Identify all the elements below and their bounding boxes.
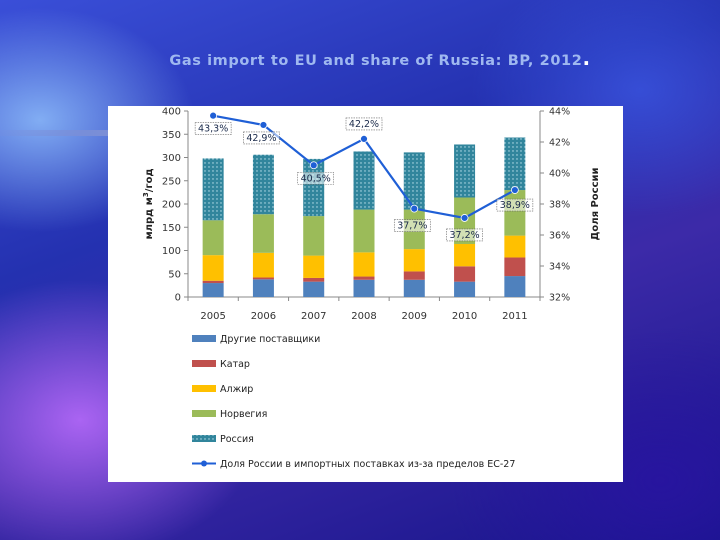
bar-segment	[252, 279, 274, 297]
bar-segment	[454, 243, 476, 267]
bar-segment	[202, 220, 224, 256]
bar-segment	[252, 154, 274, 215]
y2-tick-label: 36%	[549, 231, 570, 242]
bar-segment	[403, 279, 425, 297]
y2-tick-label: 38%	[549, 200, 570, 211]
bar-segment	[403, 271, 425, 280]
x-tick-label: 2011	[502, 311, 527, 322]
y-tick-label: 250	[162, 176, 181, 187]
x-tick-label: 2008	[351, 311, 376, 322]
y-tick-label: 50	[168, 269, 181, 280]
bar-segment	[353, 276, 375, 280]
x-tick-label: 2006	[251, 311, 276, 322]
slide-title-dot: .	[582, 46, 591, 70]
share-point	[360, 135, 368, 143]
share-point	[259, 121, 268, 129]
bar-segment	[202, 283, 224, 297]
share-data-label: 43,3%	[198, 124, 228, 135]
share-data-label: 42,2%	[349, 119, 379, 130]
gas-import-chart: 0 50 100 150 200 250 300 350 400 32% 34% 36% 38% 40% 4…	[142, 107, 601, 471]
share-point	[209, 111, 218, 120]
legend-entry: Алжир	[220, 384, 253, 395]
legend-entry: Другие поставщики	[220, 334, 320, 345]
legend-entry: Норвегия	[220, 409, 267, 420]
bar-segment	[504, 257, 526, 277]
y2-tick-label: 40%	[549, 169, 570, 180]
bar-segment	[454, 281, 476, 297]
legend-swatch	[192, 410, 216, 417]
share-data-label: 37,2%	[449, 230, 479, 241]
x-tick-label: 2007	[301, 311, 326, 322]
y2-axis-title: Доля России	[590, 167, 601, 240]
bar-segment	[303, 255, 325, 278]
share-data-label: 37,7%	[397, 221, 427, 232]
share-label-box	[194, 122, 232, 135]
share-data-label: 40,5%	[301, 173, 331, 184]
bar-segment	[504, 276, 526, 297]
accent-bar	[0, 130, 110, 136]
share-data-label: 38,9%	[500, 200, 530, 211]
bar-segment	[353, 279, 375, 297]
bar-segment	[504, 190, 526, 236]
bar-segment	[303, 277, 325, 282]
share-point	[510, 186, 519, 194]
y-tick-label: 0	[175, 293, 181, 304]
bar-segment	[252, 252, 274, 278]
share-label-box	[496, 198, 534, 212]
bar-segment	[353, 209, 375, 253]
slide-title-text: Gas import to EU and share of Russia: BP…	[169, 53, 583, 69]
bar-segment	[454, 144, 476, 198]
bar-segment	[504, 235, 526, 258]
legend-swatch	[192, 360, 216, 367]
y2-tick-label: 34%	[549, 262, 570, 273]
share-label-box	[243, 131, 280, 145]
bar-segment	[353, 151, 375, 210]
bar-segment	[454, 266, 476, 282]
legend-entry: Катар	[220, 359, 250, 370]
bar-segment	[403, 249, 425, 272]
share-data-label: 42,9%	[246, 133, 276, 144]
bar-segment	[202, 255, 224, 281]
y-tick-label: 200	[162, 200, 181, 211]
y2-tick-label: 44%	[549, 107, 570, 118]
chart-panel: 0 50 100 150 200 250 300 350 400 32% 34% 36% 38% 40% 4…	[108, 106, 623, 482]
bar-segment	[353, 252, 375, 277]
legend-swatch	[192, 435, 216, 442]
share-point	[309, 161, 318, 170]
share-label-box	[393, 219, 431, 232]
y-axis-title: млрд м3/год	[142, 168, 155, 239]
y-tick-label: 150	[162, 223, 181, 234]
legend-line-marker	[201, 460, 207, 467]
x-tick-label: 2010	[452, 311, 477, 322]
share-label-box	[446, 228, 483, 242]
y-tick-label: 100	[162, 246, 181, 257]
share-label-box	[297, 171, 335, 185]
share-label-box	[345, 117, 383, 131]
bar-segment	[202, 158, 224, 221]
bar-segment	[252, 277, 274, 280]
y2-tick-label: 32%	[549, 293, 570, 304]
bar-segment	[303, 216, 325, 256]
share-point	[460, 214, 469, 222]
legend-swatch	[192, 385, 216, 392]
x-tick-label: 2009	[402, 311, 427, 322]
bar-segment	[202, 280, 224, 284]
legend-entry: Россия	[220, 434, 254, 445]
legend-swatch	[192, 335, 216, 342]
bar-segment	[504, 137, 526, 191]
legend-entry: Доля России в импортных поставках из-за …	[220, 459, 515, 470]
bar-segment	[403, 152, 425, 210]
y-tick-label: 300	[162, 153, 181, 164]
bar-segment	[303, 281, 325, 297]
y-tick-label: 400	[162, 107, 181, 118]
bar-segment	[252, 214, 274, 253]
y-tick-label: 350	[162, 130, 181, 141]
share-point	[410, 204, 419, 213]
x-tick-label: 2005	[200, 311, 225, 322]
y2-tick-label: 42%	[549, 138, 570, 149]
slide-title: Gas import to EU and share of Russia: BP…	[0, 46, 720, 70]
